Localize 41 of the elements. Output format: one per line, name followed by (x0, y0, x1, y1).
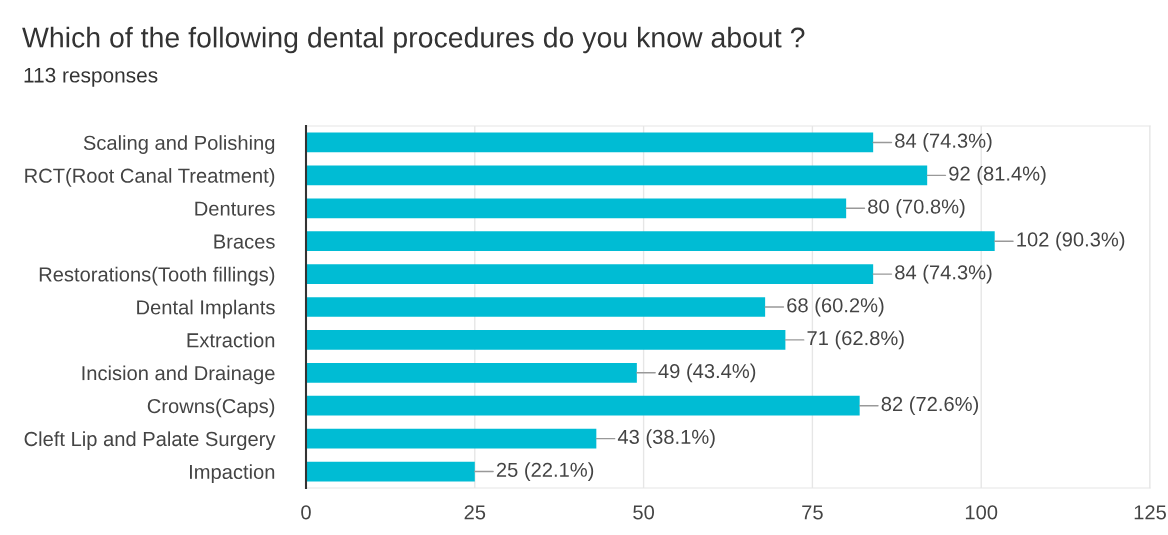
y-tick-label: Braces (214, 234, 275, 249)
x-tick-label: 25 (464, 505, 486, 520)
bar (306, 198, 847, 219)
data-label: 71 (62.8%) (807, 330, 904, 350)
y-tick-label: Restorations(Tooth fillings) (39, 266, 275, 286)
bar (306, 264, 874, 284)
y-tick-label: Extraction (187, 332, 275, 348)
data-label: 84 (74.3%) (895, 133, 992, 152)
x-tick-label: 100 (965, 505, 998, 520)
x-tick-label: 125 (1134, 505, 1166, 520)
x-tick-label: 50 (633, 505, 655, 520)
y-tick-label: RCT(Root Canal Treatment) (25, 168, 275, 187)
data-label: 92 (81.4%) (949, 165, 1046, 185)
text: 113 responses (24, 67, 158, 87)
data-label: 68 (60.2%) (787, 297, 884, 317)
data-label: 102 (90.3%) (1017, 231, 1125, 251)
data-label: 43 (38.1%) (617, 429, 715, 449)
y-tick-label: Crowns(Caps) (147, 398, 275, 418)
data-label: 82 (72.6%) (881, 396, 979, 416)
data-label: 49 (43.4%) (658, 363, 756, 383)
bar (306, 165, 928, 186)
x-tick-label: 0 (301, 505, 311, 520)
data-label: 80 (70.8%) (868, 198, 965, 218)
bar (306, 231, 995, 252)
y-tick-label: Dental Implants (137, 299, 275, 319)
y-tick-label: Incision and Drainage (82, 365, 275, 385)
bar (306, 428, 597, 449)
y-tick-label: Cleft Lip and Palate Surgery (24, 431, 276, 451)
bar (306, 297, 766, 317)
bar (306, 362, 637, 383)
y-tick-label: Impaction (190, 464, 275, 484)
data-label: 84 (74.3%) (895, 264, 992, 284)
bar (306, 461, 475, 482)
y-tick-label: Dentures (195, 201, 275, 216)
bar (306, 395, 860, 416)
y-tick-label: Scaling and Polishing (83, 135, 275, 154)
x-tick-label: 75 (802, 505, 823, 520)
data-label: 25 (22.1%) (496, 462, 594, 481)
bar (306, 330, 786, 350)
chart-title: Which of the following dental procedures do you know about ? (22, 26, 805, 54)
bar (306, 132, 874, 153)
